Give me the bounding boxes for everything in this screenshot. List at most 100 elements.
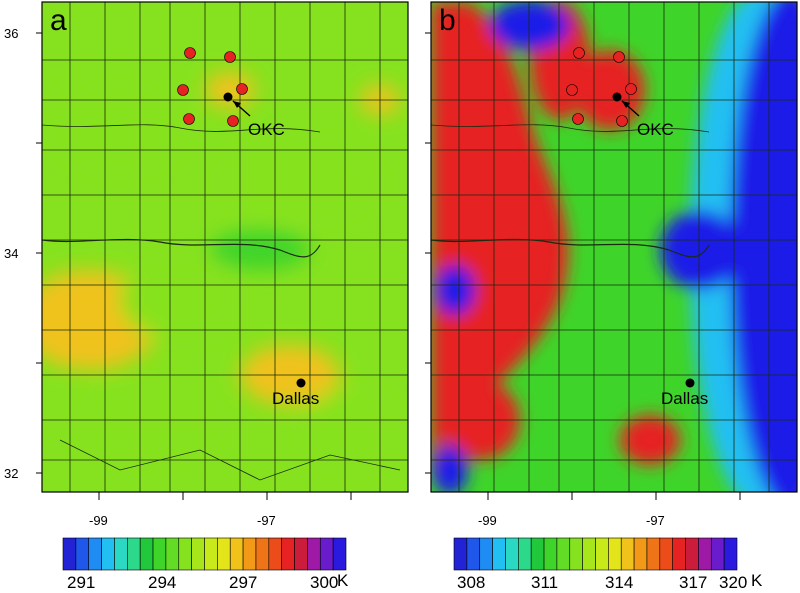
- colorbar-swatch: [608, 537, 622, 571]
- colorbar-swatch: [139, 537, 154, 571]
- colorbar-swatch: [268, 537, 282, 571]
- colorbar-swatch: [492, 537, 506, 571]
- colorbar-swatch: [229, 537, 244, 571]
- colorbar-label: 320: [719, 573, 747, 592]
- site-marker: [613, 51, 625, 63]
- colorbar-swatch: [127, 537, 141, 571]
- panel-b-frame: [430, 1, 798, 493]
- colorbar-label: 300: [310, 573, 338, 592]
- colorbar-swatch: [672, 537, 686, 571]
- panel-a-lon-axis: -99 -97: [89, 492, 352, 528]
- colorbar-label: 291: [67, 573, 95, 592]
- panel-a-lat-tick: 32: [4, 466, 18, 481]
- panel-a-markers: OKC Dallas: [177, 47, 319, 408]
- panel-a: a 36 34 32 -99 -97: [4, 1, 409, 592]
- colorbar-swatch: [294, 537, 308, 571]
- colorbar-unit: K: [337, 571, 349, 590]
- colorbar-swatch: [543, 537, 558, 571]
- panel-a-colorbar-labels: 291 294 297 300 K: [67, 571, 349, 592]
- colorbar-unit: K: [751, 571, 763, 590]
- okc-arrowhead: [622, 101, 630, 108]
- panel-a-field: [42, 2, 408, 492]
- site-marker: [227, 115, 239, 127]
- colorbar-swatch: [101, 537, 115, 571]
- panel-b: b -99 -97 OKC Da: [425, 1, 798, 592]
- colorbar-swatch: [530, 537, 545, 571]
- okc-label: OKC: [248, 120, 285, 139]
- colorbar-label: 294: [148, 573, 176, 592]
- colorbar-swatch: [723, 537, 738, 571]
- colorbar-swatch: [518, 537, 532, 571]
- panel-b-colorbar-labels: 308 311 314 317 320 K: [457, 571, 763, 592]
- panel-a-frame: [41, 1, 409, 493]
- colorbar-swatch: [556, 537, 571, 571]
- site-marker: [572, 113, 584, 125]
- panel-a-lon-tick: -97: [257, 513, 276, 528]
- okc-label: OKC: [637, 120, 674, 139]
- site-marker: [236, 83, 248, 95]
- colorbar-swatch: [595, 537, 609, 571]
- colorbar-swatch: [165, 537, 180, 571]
- okc-arrowhead: [233, 101, 241, 108]
- panel-b-lon-tick: -97: [646, 513, 665, 528]
- colorbar-swatch: [242, 537, 257, 571]
- site-marker: [177, 84, 189, 96]
- panel-a-colorbar: [62, 537, 347, 571]
- dallas-label: Dallas: [272, 389, 319, 408]
- panel-b-field: [431, 2, 797, 492]
- okc-marker: [612, 92, 622, 102]
- colorbar-swatch: [307, 537, 321, 571]
- colorbar-swatch: [332, 537, 347, 571]
- colorbar-swatch: [255, 537, 270, 571]
- colorbar-swatch: [281, 537, 295, 571]
- colorbar-swatch: [191, 537, 205, 571]
- colorbar-swatch: [659, 537, 673, 571]
- colorbar-swatch: [152, 537, 167, 571]
- site-marker: [616, 115, 628, 127]
- site-marker: [573, 47, 585, 59]
- panel-b-lon-axis: -99 -97: [478, 492, 741, 528]
- panel-b-markers: OKC Dallas: [566, 47, 708, 408]
- colorbar-swatch: [178, 537, 192, 571]
- colorbar-label: 308: [457, 573, 485, 592]
- colorbar-swatch: [582, 537, 596, 571]
- colorbar-swatch: [75, 537, 90, 571]
- panel-b-letter: b: [439, 4, 456, 37]
- panel-a-lon-tick: -99: [89, 513, 108, 528]
- colorbar-swatch: [479, 537, 493, 571]
- colorbar-label: 297: [229, 573, 257, 592]
- colorbar-swatch: [453, 537, 468, 571]
- colorbar-label: 317: [679, 573, 707, 592]
- colorbar-swatch: [319, 537, 334, 571]
- site-marker: [184, 47, 196, 59]
- colorbar-swatch: [569, 537, 583, 571]
- colorbar-swatch: [633, 537, 648, 571]
- panel-a-lat-tick: 34: [4, 246, 18, 261]
- panel-b-lon-tick: -99: [478, 513, 497, 528]
- colorbar-label: 314: [605, 573, 633, 592]
- okc-marker: [223, 92, 233, 102]
- colorbar-swatch: [88, 537, 102, 571]
- colorbar-label: 311: [531, 573, 558, 592]
- panel-a-lat-tick: 36: [4, 26, 18, 41]
- dallas-marker: [296, 378, 306, 388]
- colorbar-swatch: [62, 537, 77, 571]
- colorbar-swatch: [620, 537, 635, 571]
- colorbar-swatch: [204, 537, 218, 571]
- colorbar-swatch: [685, 537, 699, 571]
- site-marker: [566, 84, 578, 96]
- site-marker: [183, 113, 195, 125]
- panel-a-lat-axis: 36 34 32: [4, 26, 42, 481]
- panel-a-letter: a: [50, 4, 67, 37]
- colorbar-swatch: [710, 537, 725, 571]
- colorbar-swatch: [646, 537, 661, 571]
- dallas-marker: [685, 378, 695, 388]
- colorbar-swatch: [217, 537, 231, 571]
- colorbar-swatch: [505, 537, 519, 571]
- colorbar-swatch: [466, 537, 481, 571]
- colorbar-swatch: [698, 537, 712, 571]
- dallas-label: Dallas: [661, 389, 708, 408]
- panel-b-lat-axis: [425, 32, 431, 474]
- panel-b-colorbar: [453, 537, 738, 571]
